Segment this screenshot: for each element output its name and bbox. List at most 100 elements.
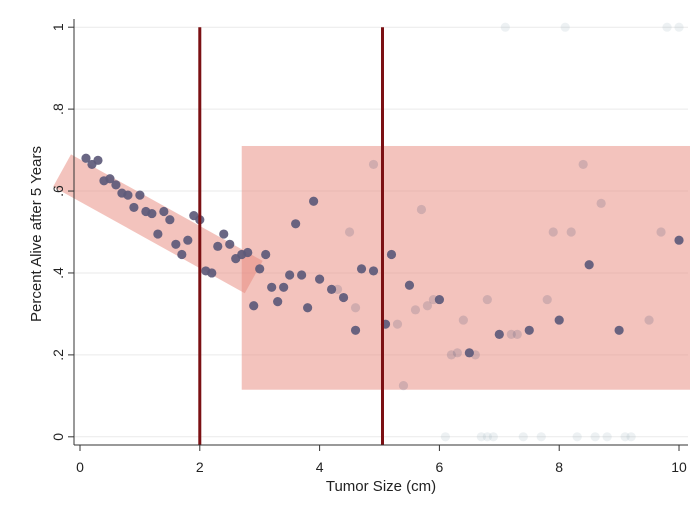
data-point: [147, 208, 157, 219]
x-tick-label: 8: [555, 459, 563, 475]
data-point-ghost: [536, 432, 546, 442]
data-point-faded: [458, 315, 468, 325]
data-point: [315, 274, 325, 284]
data-point: [273, 297, 283, 307]
data-point: [177, 249, 187, 260]
data-point: [249, 301, 259, 311]
data-point-ghost: [518, 432, 528, 442]
data-point-faded: [548, 227, 558, 237]
data-point: [356, 264, 367, 274]
data-point: [326, 284, 337, 294]
highlight-rect: [241, 145, 691, 390]
x-tick-label: 4: [316, 459, 324, 475]
data-points: [81, 22, 684, 442]
data-point: [309, 196, 319, 206]
data-point-faded: [416, 204, 427, 215]
data-point: [123, 190, 133, 200]
data-point: [404, 280, 415, 290]
data-point-ghost: [674, 22, 684, 32]
data-point-ghost: [482, 432, 492, 442]
data-point: [261, 249, 271, 260]
data-point-ghost: [620, 432, 630, 442]
data-point: [213, 241, 223, 251]
data-point: [285, 270, 295, 280]
data-point-faded: [482, 294, 492, 305]
data-point-faded: [368, 159, 379, 170]
data-point: [105, 174, 115, 184]
data-point-faded: [596, 198, 606, 208]
data-point-faded: [470, 350, 480, 360]
data-point: [165, 215, 175, 225]
data-point: [219, 229, 229, 239]
data-point-faded: [398, 381, 409, 391]
data-point-ghost: [560, 22, 570, 32]
data-point-faded: [506, 329, 516, 340]
data-point: [386, 249, 397, 260]
data-point-faded: [578, 159, 588, 170]
data-point-faded: [350, 303, 361, 313]
data-point-faded: [452, 348, 462, 358]
data-point-faded: [428, 294, 439, 305]
data-point: [111, 180, 121, 190]
y-tick-label: .4: [50, 267, 66, 279]
y-tick-label: .6: [50, 185, 66, 197]
data-point: [554, 315, 564, 325]
data-point: [297, 270, 307, 280]
data-point: [207, 268, 217, 278]
data-point-faded: [512, 329, 522, 340]
highlight-band: [53, 154, 263, 294]
data-point-ghost: [500, 22, 510, 32]
y-tick-label: .8: [50, 103, 66, 115]
data-point: [183, 235, 193, 245]
data-point: [159, 206, 169, 217]
data-point: [494, 329, 504, 340]
data-point: [338, 292, 349, 303]
data-point-ghost: [590, 432, 600, 442]
data-point-ghost: [476, 432, 486, 442]
data-point-ghost: [488, 432, 498, 442]
data-point-ghost: [572, 432, 582, 442]
data-point-faded: [410, 305, 421, 315]
data-point-ghost: [440, 432, 450, 442]
axis-titles: Tumor Size (cm) Percent Alive after 5 Ye…: [28, 146, 436, 495]
tick-labels: 0.2.4.6.810 2 4 6 8 10: [50, 23, 687, 475]
data-point: [614, 325, 624, 335]
data-point: [243, 247, 253, 258]
data-point-faded: [446, 350, 456, 360]
y-tick-label: 1: [50, 23, 66, 31]
highlight-regions: [53, 145, 691, 390]
data-point: [171, 239, 181, 249]
data-point-faded: [656, 227, 666, 237]
y-tick-label: .2: [50, 349, 66, 361]
data-point: [303, 303, 313, 313]
data-point: [129, 202, 139, 213]
x-tick-label: 10: [671, 459, 687, 475]
data-point: [584, 260, 594, 270]
data-point-faded: [422, 301, 433, 311]
x-tick-label: 6: [436, 459, 444, 475]
data-point-faded: [644, 315, 654, 325]
data-point: [153, 229, 163, 239]
data-point: [524, 325, 534, 335]
data-point: [135, 190, 145, 200]
data-point: [464, 348, 474, 358]
data-point: [81, 153, 91, 163]
y-axis-title: Percent Alive after 5 Years: [28, 146, 45, 322]
data-point: [291, 219, 301, 229]
data-point-faded: [566, 227, 576, 237]
data-point-faded: [542, 294, 552, 305]
data-point-ghost: [626, 432, 636, 442]
data-point-faded: [344, 227, 355, 237]
data-point: [93, 155, 103, 165]
data-point-ghost: [662, 22, 672, 32]
y-tick-label: 0: [50, 433, 66, 441]
x-axis-title: Tumor Size (cm): [326, 478, 436, 495]
data-point-ghost: [602, 432, 612, 442]
data-point-faded: [332, 284, 343, 294]
data-point: [255, 264, 265, 274]
data-point: [225, 239, 235, 249]
axes: [68, 19, 688, 451]
data-point: [350, 325, 361, 335]
